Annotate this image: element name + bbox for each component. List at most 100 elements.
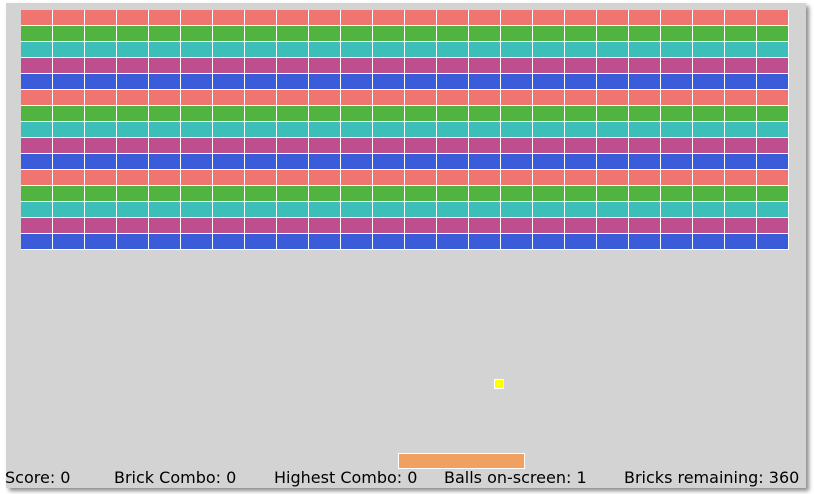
brick: [117, 138, 149, 154]
brick: [309, 186, 341, 202]
brick: [117, 122, 149, 138]
brick: [757, 58, 789, 74]
brick: [501, 234, 533, 250]
brick: [693, 74, 725, 90]
brick: [309, 10, 341, 26]
brick: [661, 26, 693, 42]
highest-combo-value: 0: [407, 468, 418, 487]
brick: [693, 90, 725, 106]
brick: [629, 106, 661, 122]
brick: [629, 122, 661, 138]
brick: [597, 10, 629, 26]
brick: [629, 42, 661, 58]
brick: [277, 218, 309, 234]
brick: [213, 106, 245, 122]
brick: [405, 170, 437, 186]
brick: [405, 138, 437, 154]
brick: [597, 106, 629, 122]
brick: [437, 26, 469, 42]
brick: [693, 26, 725, 42]
brick: [149, 202, 181, 218]
brick: [277, 170, 309, 186]
brick: [629, 138, 661, 154]
brick: [85, 106, 117, 122]
brick: [277, 42, 309, 58]
brick: [277, 58, 309, 74]
brick: [213, 154, 245, 170]
brick: [245, 218, 277, 234]
brick: [341, 58, 373, 74]
brick: [757, 90, 789, 106]
brick: [181, 154, 213, 170]
brick: [117, 74, 149, 90]
brick: [213, 122, 245, 138]
brick: [213, 218, 245, 234]
brick: [597, 90, 629, 106]
brick: [437, 170, 469, 186]
brick: [277, 122, 309, 138]
brick: [469, 170, 501, 186]
brick: [501, 90, 533, 106]
brick: [501, 42, 533, 58]
brick: [629, 202, 661, 218]
brick: [213, 26, 245, 42]
brick: [757, 106, 789, 122]
brick: [117, 42, 149, 58]
brick: [149, 154, 181, 170]
brick: [565, 186, 597, 202]
brick: [469, 186, 501, 202]
brick: [149, 74, 181, 90]
brick: [213, 202, 245, 218]
brick: [85, 58, 117, 74]
brick: [277, 106, 309, 122]
brick: [21, 170, 53, 186]
brick: [693, 234, 725, 250]
brick: [725, 106, 757, 122]
brick-field: [21, 10, 789, 250]
brick: [437, 74, 469, 90]
paddle[interactable]: [398, 453, 525, 469]
brick: [661, 90, 693, 106]
brick: [661, 202, 693, 218]
brick: [341, 42, 373, 58]
brick: [629, 170, 661, 186]
brick: [565, 58, 597, 74]
brick: [213, 186, 245, 202]
brick: [85, 74, 117, 90]
brick: [117, 106, 149, 122]
bricks-remaining-label: Bricks remaining:: [624, 468, 764, 487]
game-window[interactable]: Score: 0 Brick Combo: 0 Highest Combo: 0…: [5, 3, 806, 488]
brick: [469, 10, 501, 26]
brick: [661, 58, 693, 74]
brick: [85, 170, 117, 186]
brick: [405, 58, 437, 74]
brick: [405, 186, 437, 202]
brick-combo-value: 0: [226, 468, 237, 487]
brick: [469, 90, 501, 106]
brick: [213, 58, 245, 74]
brick: [53, 90, 85, 106]
brick: [501, 202, 533, 218]
brick: [373, 74, 405, 90]
brick: [533, 74, 565, 90]
brick: [341, 26, 373, 42]
brick: [437, 154, 469, 170]
brick: [277, 154, 309, 170]
brick: [309, 74, 341, 90]
brick: [661, 42, 693, 58]
brick: [693, 186, 725, 202]
brick: [341, 90, 373, 106]
brick: [181, 234, 213, 250]
brick: [309, 90, 341, 106]
brick: [437, 106, 469, 122]
brick: [245, 122, 277, 138]
brick: [341, 218, 373, 234]
brick: [309, 202, 341, 218]
brick: [437, 58, 469, 74]
brick: [245, 138, 277, 154]
status-bar: Score: 0 Brick Combo: 0 Highest Combo: 0…: [5, 466, 805, 488]
bricks-remaining-stat: Bricks remaining: 360: [624, 468, 799, 487]
brick: [725, 74, 757, 90]
brick: [405, 154, 437, 170]
brick: [405, 10, 437, 26]
